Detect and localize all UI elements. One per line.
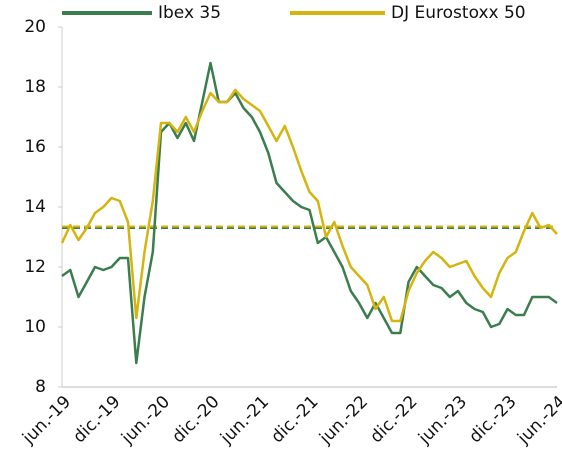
series-line <box>61 61 558 365</box>
x-tick-label: jun.-21 <box>216 392 273 449</box>
x-tick-label: dic.-20 <box>168 392 223 447</box>
x-tick-label: jun.-23 <box>414 392 471 449</box>
x-tick-label: dic.-21 <box>267 392 322 447</box>
y-tick-label: 14 <box>24 197 46 217</box>
y-tick-label: 10 <box>24 317 46 337</box>
legend-label: DJ Eurostoxx 50 <box>391 3 526 23</box>
y-tick-label: 12 <box>24 257 46 277</box>
x-tick-label: dic.-19 <box>69 392 124 447</box>
y-tick-label: 20 <box>24 17 46 37</box>
y-tick-label: 18 <box>24 77 46 97</box>
x-tick-label: jun.-19 <box>18 392 75 449</box>
x-tick-label: jun.-24 <box>513 392 562 449</box>
x-tick-label: jun.-22 <box>315 392 372 449</box>
x-tick-label: jun.-20 <box>117 392 174 449</box>
y-tick-label: 8 <box>35 377 46 397</box>
legend-label: Ibex 35 <box>158 3 221 23</box>
series-line <box>60 88 558 323</box>
x-tick-label: dic.-23 <box>465 392 520 447</box>
x-tick-label: dic.-22 <box>366 392 421 447</box>
y-tick-label: 16 <box>24 137 46 157</box>
